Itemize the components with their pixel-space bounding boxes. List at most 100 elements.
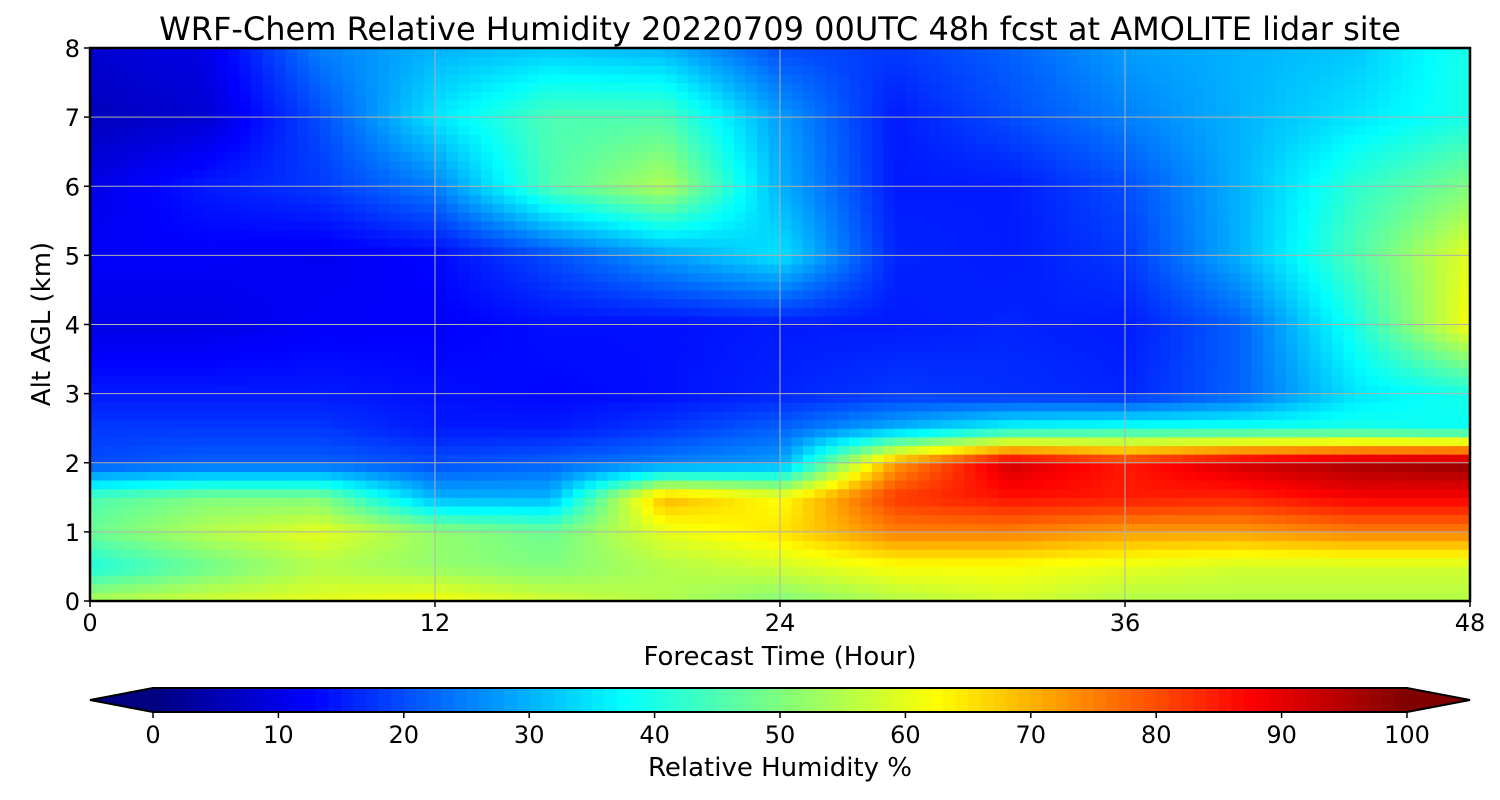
heatmap-cell bbox=[193, 428, 206, 438]
heatmap-cell bbox=[481, 592, 494, 602]
heatmap-cell bbox=[929, 298, 942, 308]
heatmap-cell bbox=[1217, 359, 1230, 369]
heatmap-cell bbox=[366, 471, 379, 481]
heatmap-cell bbox=[1044, 393, 1057, 403]
heatmap-cell bbox=[734, 592, 747, 602]
heatmap-cell bbox=[113, 281, 126, 291]
heatmap-cell bbox=[998, 367, 1011, 377]
heatmap-cell bbox=[251, 298, 264, 308]
heatmap-cell bbox=[492, 264, 505, 274]
heatmap-cell bbox=[205, 272, 218, 282]
heatmap-cell bbox=[1240, 393, 1253, 403]
heatmap-cell bbox=[1010, 583, 1023, 593]
heatmap-cell bbox=[998, 272, 1011, 282]
heatmap-cell bbox=[136, 281, 149, 291]
heatmap-cell bbox=[1136, 462, 1149, 472]
heatmap-cell bbox=[1067, 583, 1080, 593]
heatmap-cell bbox=[1435, 384, 1448, 395]
heatmap-cell bbox=[1113, 367, 1126, 377]
heatmap-cell bbox=[193, 315, 206, 326]
heatmap-cell bbox=[1355, 488, 1368, 498]
heatmap-cell bbox=[1205, 583, 1218, 593]
heatmap-cell bbox=[596, 315, 609, 326]
heatmap-cell bbox=[941, 341, 954, 352]
heatmap-cell bbox=[1286, 462, 1299, 472]
heatmap-cell bbox=[1067, 264, 1080, 274]
heatmap-cell bbox=[860, 454, 873, 464]
heatmap-cell bbox=[734, 549, 747, 559]
heatmap-cell bbox=[768, 315, 781, 326]
heatmap-cell bbox=[423, 307, 436, 317]
heatmap-cell bbox=[1079, 281, 1092, 291]
heatmap-cell bbox=[101, 531, 114, 542]
heatmap-cell bbox=[1217, 428, 1230, 438]
heatmap-cell bbox=[998, 307, 1011, 317]
heatmap-cell bbox=[665, 592, 678, 602]
heatmap-cell bbox=[159, 454, 172, 464]
heatmap-cell bbox=[101, 341, 114, 352]
heatmap-cell bbox=[688, 454, 701, 464]
heatmap-cell bbox=[642, 324, 655, 334]
heatmap-cell bbox=[435, 410, 448, 421]
heatmap-cell bbox=[251, 384, 264, 395]
heatmap-cell bbox=[1447, 540, 1460, 550]
heatmap-cell bbox=[768, 350, 781, 360]
heatmap-cell bbox=[400, 298, 413, 308]
heatmap-cell bbox=[515, 480, 528, 490]
heatmap-cell bbox=[251, 505, 264, 516]
heatmap-cell bbox=[538, 281, 551, 291]
heatmap-cell bbox=[193, 281, 206, 291]
heatmap-cell bbox=[182, 324, 195, 334]
heatmap-cell bbox=[412, 497, 425, 507]
heatmap-cell bbox=[1217, 315, 1230, 326]
heatmap-cell bbox=[1159, 540, 1172, 550]
heatmap-cell bbox=[228, 402, 241, 412]
heatmap-cell bbox=[285, 255, 298, 265]
heatmap-cell bbox=[814, 531, 827, 542]
heatmap-cell bbox=[872, 289, 885, 300]
heatmap-cell bbox=[1366, 359, 1379, 369]
heatmap-cell bbox=[826, 298, 839, 308]
heatmap-cell bbox=[711, 393, 724, 403]
heatmap-cell bbox=[435, 523, 448, 533]
heatmap-cell bbox=[1228, 480, 1241, 490]
heatmap-cell bbox=[906, 575, 919, 585]
heatmap-cell bbox=[1182, 428, 1195, 438]
heatmap-cell bbox=[1401, 255, 1414, 265]
heatmap-cell bbox=[343, 410, 356, 421]
heatmap-cell bbox=[262, 549, 275, 559]
heatmap-cell bbox=[1263, 488, 1276, 498]
heatmap-cell bbox=[1217, 575, 1230, 585]
heatmap-cell bbox=[538, 497, 551, 507]
heatmap-cell bbox=[1079, 367, 1092, 377]
heatmap-cell bbox=[1435, 436, 1448, 447]
heatmap-cell bbox=[895, 592, 908, 602]
heatmap-cell bbox=[412, 281, 425, 291]
heatmap-cell bbox=[308, 480, 321, 490]
heatmap-cell bbox=[251, 264, 264, 274]
heatmap-cell bbox=[1067, 384, 1080, 395]
heatmap-cell bbox=[860, 488, 873, 498]
heatmap-cell bbox=[1102, 307, 1115, 317]
heatmap-cell bbox=[193, 264, 206, 274]
heatmap-cell bbox=[297, 281, 310, 291]
heatmap-cell bbox=[435, 557, 448, 568]
heatmap-cell bbox=[1332, 436, 1345, 447]
heatmap-cell bbox=[147, 575, 160, 585]
heatmap-cell bbox=[872, 531, 885, 542]
heatmap-cell bbox=[354, 583, 367, 593]
heatmap-cell bbox=[998, 255, 1011, 265]
heatmap-cell bbox=[573, 333, 586, 343]
heatmap-cell bbox=[274, 246, 287, 256]
heatmap-cell bbox=[124, 341, 137, 352]
heatmap-cell bbox=[1217, 307, 1230, 317]
heatmap-cell bbox=[389, 376, 402, 386]
heatmap-cell bbox=[320, 445, 333, 455]
heatmap-cell bbox=[251, 436, 264, 447]
heatmap-cell bbox=[446, 272, 459, 282]
heatmap-cell bbox=[435, 324, 448, 334]
heatmap-cell bbox=[1171, 289, 1184, 300]
heatmap-cell bbox=[1412, 376, 1425, 386]
heatmap-cell bbox=[642, 281, 655, 291]
heatmap-cell bbox=[1435, 549, 1448, 559]
